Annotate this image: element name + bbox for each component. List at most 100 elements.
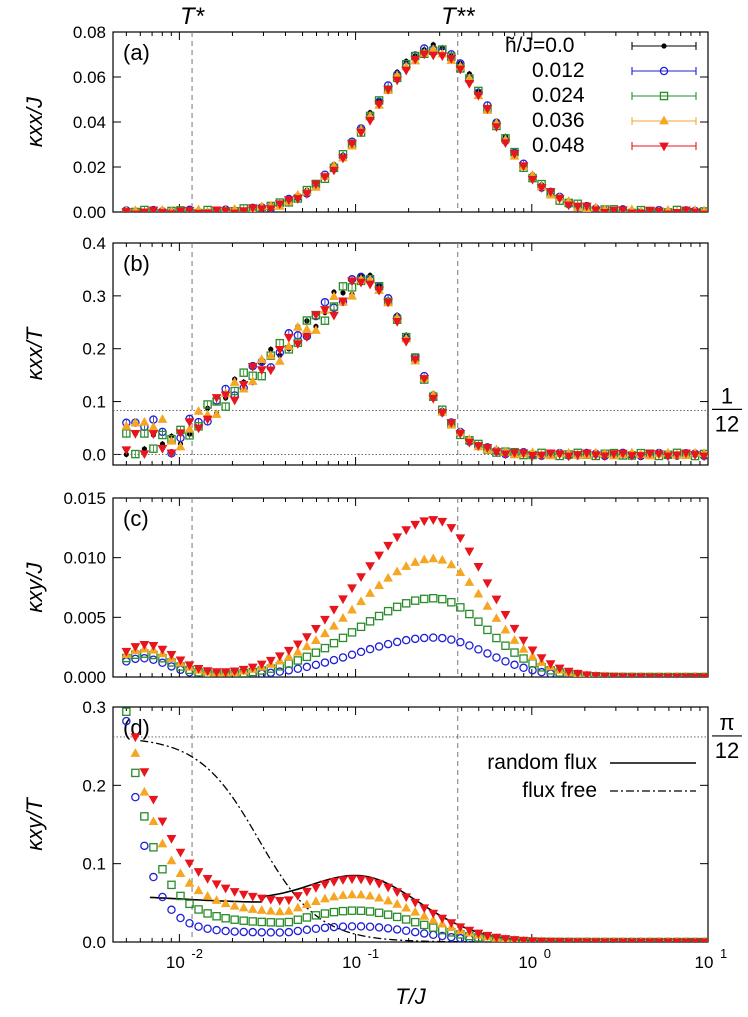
x-tick-label: 10 — [518, 953, 537, 972]
data-point — [139, 641, 150, 650]
data-point — [590, 451, 601, 461]
y-axis-label: κxx/T — [22, 326, 47, 380]
data-point — [410, 927, 420, 937]
data-point — [437, 914, 448, 924]
data-point — [292, 892, 303, 901]
data-point — [122, 690, 130, 698]
data-point — [609, 205, 619, 212]
data-point — [365, 890, 375, 900]
data-point — [157, 444, 168, 454]
data-point — [636, 452, 646, 461]
data-point — [365, 617, 375, 626]
data-point — [256, 894, 267, 904]
data-point — [202, 415, 213, 425]
data-point — [554, 664, 565, 674]
data-point — [645, 673, 655, 677]
data-point — [672, 938, 682, 942]
data-point — [329, 907, 339, 917]
data-point — [419, 904, 430, 914]
data-point — [446, 559, 457, 569]
data-point — [383, 572, 394, 582]
data-point — [599, 938, 610, 942]
data-points — [122, 690, 708, 942]
data-point — [455, 534, 466, 544]
plot-frame — [112, 706, 709, 943]
data-point — [302, 662, 312, 672]
data-point — [140, 654, 149, 663]
data-point — [654, 938, 664, 942]
data-point — [131, 768, 140, 778]
data-point — [383, 85, 394, 95]
x-tick-exponent: -1 — [368, 946, 380, 961]
data-point — [545, 938, 556, 942]
data-point — [447, 598, 456, 607]
data-point — [545, 449, 556, 459]
data-point — [356, 596, 366, 606]
data-point — [166, 855, 177, 865]
data-point — [690, 208, 700, 212]
y-tick-label: 0.00 — [73, 203, 106, 222]
data-point — [329, 922, 339, 932]
data-point — [347, 889, 357, 899]
data-point — [238, 665, 249, 675]
data-point — [563, 452, 574, 462]
data-point — [347, 277, 357, 287]
data-point — [383, 298, 394, 308]
y-tick-label: 0.2 — [82, 340, 106, 359]
plot-frame — [112, 497, 709, 678]
data-point — [175, 441, 186, 451]
data-point — [428, 516, 439, 525]
data-point — [230, 915, 239, 924]
data-point — [283, 651, 294, 661]
data-point — [121, 446, 132, 456]
data-point — [428, 909, 439, 919]
data-point — [356, 875, 366, 885]
data-point — [329, 311, 339, 321]
data-point — [121, 421, 132, 430]
data-point — [265, 895, 276, 905]
data-point — [293, 915, 303, 924]
data-point — [392, 912, 402, 922]
data-point — [230, 386, 239, 396]
data-point — [401, 926, 411, 935]
data-point — [284, 917, 294, 927]
data-point — [410, 55, 421, 65]
data-point — [510, 648, 519, 657]
data-point — [329, 638, 339, 648]
data-point — [581, 449, 592, 459]
data-point — [176, 891, 185, 901]
data-point — [311, 884, 321, 893]
data-point — [184, 423, 195, 433]
data-point — [356, 647, 366, 657]
data-point — [663, 673, 673, 677]
data-point — [510, 660, 519, 670]
data-point — [482, 105, 493, 114]
data-point — [193, 885, 204, 895]
data-point — [599, 208, 610, 212]
data-point — [473, 588, 484, 598]
panel-label: (a) — [123, 40, 150, 65]
data-point — [256, 366, 267, 375]
data-point — [140, 429, 149, 438]
data-point — [122, 716, 131, 726]
data-point — [211, 668, 222, 677]
data-point — [131, 449, 140, 459]
data-point — [527, 451, 538, 461]
data-point — [256, 205, 267, 212]
data-point — [608, 206, 619, 212]
data-point — [302, 633, 312, 642]
x-tick-exponent: -2 — [191, 946, 203, 961]
data-point — [283, 196, 294, 205]
data-point — [130, 429, 141, 439]
data-point — [537, 667, 546, 677]
data-point — [121, 208, 132, 212]
data-point — [410, 906, 421, 916]
data-point — [447, 635, 456, 644]
data-point — [491, 595, 502, 605]
y-tick-label: 0.0 — [82, 933, 106, 952]
data-point — [130, 733, 141, 743]
data-point — [320, 923, 330, 933]
line-legend: random flux flux free — [487, 751, 696, 802]
data-point — [455, 65, 466, 75]
data-point — [193, 209, 204, 212]
